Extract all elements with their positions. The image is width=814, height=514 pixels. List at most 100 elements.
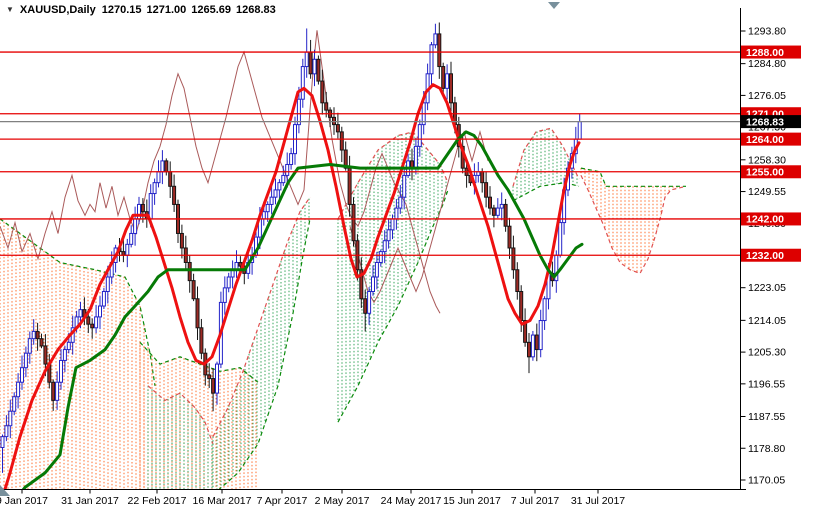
x-axis-label: 31 Jan 2017 xyxy=(61,495,119,507)
ichimoku-cloud-orange xyxy=(0,218,156,489)
y-axis-label: 1170.05 xyxy=(748,475,785,487)
candle-body xyxy=(179,232,184,249)
candle-body xyxy=(226,276,231,289)
candle-body xyxy=(66,341,71,351)
symbol-dropdown-icon[interactable]: ▼ xyxy=(6,5,14,14)
candle-body xyxy=(527,341,531,358)
y-axis-label: 1258.30 xyxy=(748,154,786,166)
quote-low: 1265.69 xyxy=(191,4,232,16)
candle-body xyxy=(140,203,145,213)
quote-values: 1270.15 1271.00 1265.69 1268.83 xyxy=(102,4,276,16)
quote-close: 1268.83 xyxy=(236,4,276,16)
candle-body xyxy=(445,73,450,89)
current-price-badge-label: 1268.83 xyxy=(746,116,784,128)
candle-body xyxy=(530,334,535,358)
price-level-badge xyxy=(741,248,801,262)
candle-body xyxy=(172,185,177,205)
price-level-badge-label: 1232.00 xyxy=(746,250,784,262)
quote-open: 1270.15 xyxy=(101,4,142,16)
candle-body xyxy=(300,66,305,100)
candle-body xyxy=(43,345,48,365)
y-axis-label: 1178.80 xyxy=(748,443,785,455)
lagging-span-line xyxy=(0,30,441,314)
candle-body xyxy=(394,207,399,220)
candle-body xyxy=(449,73,453,104)
candle-body xyxy=(16,381,21,398)
candle-body xyxy=(296,98,301,126)
candle-body xyxy=(4,425,9,438)
y-axis-label: 1205.30 xyxy=(748,347,786,359)
symbol-label: XAUUSD,Daily xyxy=(19,4,96,16)
candle-body xyxy=(523,320,528,343)
candle-body xyxy=(351,203,356,242)
candle-body xyxy=(577,121,582,140)
candle-body xyxy=(51,381,56,401)
candle-body xyxy=(191,280,196,300)
history-scroll-marker-icon[interactable] xyxy=(0,485,10,496)
price-level-badge-label: 1288.00 xyxy=(746,47,784,59)
candle-body xyxy=(378,251,383,263)
candle-body xyxy=(503,203,508,227)
candle-body xyxy=(12,396,17,412)
candle-body xyxy=(413,145,418,169)
candle-body xyxy=(332,116,336,126)
candle-body xyxy=(94,316,99,329)
candle-body xyxy=(20,367,24,383)
candle-body xyxy=(148,193,153,220)
ichimoku-cloud-green xyxy=(147,385,214,489)
price-level-badge-label: 1264.00 xyxy=(746,134,784,146)
candle-body xyxy=(507,225,512,249)
candle-body xyxy=(390,218,395,231)
candle-body xyxy=(168,171,173,187)
y-axis-label: 1284.80 xyxy=(748,58,786,70)
candle-body xyxy=(86,316,91,325)
x-axis-label: 2 May 2017 xyxy=(315,495,370,507)
candle-body xyxy=(402,174,407,198)
candle-body xyxy=(499,203,504,209)
x-axis-label: 31 Jul 2017 xyxy=(571,495,625,507)
candle-body xyxy=(207,374,212,380)
ichimoku-cloud-orange xyxy=(580,167,687,275)
x-axis-label: 22 Feb 2017 xyxy=(128,495,187,507)
candle-body xyxy=(398,196,403,209)
candle-body xyxy=(534,334,539,351)
candle-body xyxy=(187,261,192,282)
candle-body xyxy=(62,349,67,361)
candle-body xyxy=(125,243,130,256)
chart-shift-marker-icon[interactable] xyxy=(548,2,560,9)
candle-body xyxy=(359,269,364,300)
candle-body xyxy=(363,298,368,314)
candle-body xyxy=(417,124,422,147)
candle-body xyxy=(261,211,266,220)
candle-body xyxy=(558,222,563,256)
candle-body xyxy=(519,291,524,322)
candle-body xyxy=(199,327,204,354)
candle-body xyxy=(308,51,313,75)
y-axis-label: 1187.55 xyxy=(748,411,785,423)
candle-body xyxy=(277,182,282,191)
candle-body xyxy=(269,196,274,205)
candle-body xyxy=(542,298,547,322)
y-axis-label: 1249.55 xyxy=(748,186,786,198)
x-axis-label: 7 Jul 2017 xyxy=(511,495,560,507)
candle-body xyxy=(515,269,520,293)
candle-body xyxy=(31,330,36,340)
chart-title: ▼ XAUUSD,Daily 1270.15 1271.00 1265.69 1… xyxy=(6,4,276,16)
candle-body xyxy=(433,33,438,46)
candle-body xyxy=(538,320,543,351)
plot-area xyxy=(0,22,687,489)
candle-body xyxy=(160,160,165,173)
green-ma-line xyxy=(21,130,584,489)
price-level-badge xyxy=(741,212,801,226)
price-level-badge-label: 1255.00 xyxy=(746,167,784,179)
candle-body xyxy=(480,171,485,184)
candle-body xyxy=(339,131,344,151)
y-axis-label: 1223.05 xyxy=(748,282,786,294)
candle-body xyxy=(316,58,321,82)
candle-body xyxy=(222,287,227,303)
price-level-badge-label: 1242.00 xyxy=(746,214,784,226)
candle-body xyxy=(215,363,219,394)
candle-body xyxy=(8,410,13,427)
price-level-badge xyxy=(741,132,801,146)
